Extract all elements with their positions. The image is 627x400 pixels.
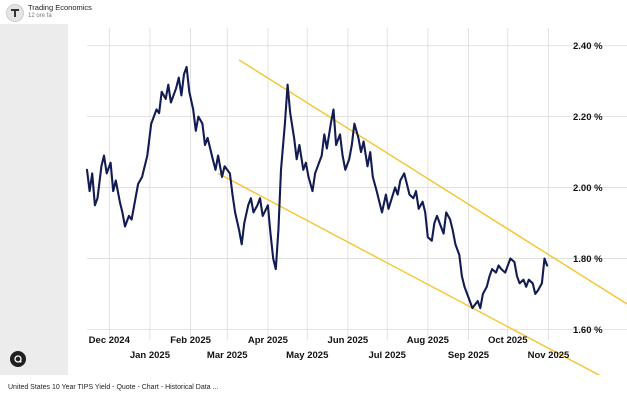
- yield-line-chart: 2.40 % 2.20 % 2.00 % 1.80 % 1.60 % Dec 2024 F…: [85, 28, 627, 375]
- x-tick-label: Feb 2025: [170, 335, 211, 346]
- x-tick-label: Dec 2024: [89, 335, 131, 346]
- y-tick-label: 1.80 %: [573, 254, 603, 265]
- trend-channel-layer: [217, 59, 627, 375]
- post-header: Trading Economics 12 ore fa: [0, 0, 627, 24]
- image-caption[interactable]: United States 10 Year TIPS Yield - Quote…: [8, 384, 219, 391]
- lens-glyph: [14, 355, 22, 363]
- x-tick-label: Aug 2025: [407, 335, 450, 346]
- x-tick-label: Jul 2025: [368, 350, 406, 361]
- y-axis-labels: 2.40 % 2.20 % 2.00 % 1.80 % 1.60 %: [573, 41, 603, 336]
- x-tick-label: Nov 2025: [528, 350, 570, 361]
- series-layer: [85, 65, 549, 310]
- x-tick-label: May 2025: [286, 350, 329, 361]
- yield-series-line: [85, 65, 549, 310]
- y-tick-label: 1.60 %: [573, 325, 603, 336]
- grid-layer: [87, 28, 627, 340]
- trend-channel-upper: [238, 59, 627, 305]
- left-margin-panel: [0, 24, 68, 375]
- post-time: 12 ore fa: [28, 13, 52, 19]
- x-tick-label: Apr 2025: [248, 335, 289, 346]
- x-tick-label: Mar 2025: [207, 350, 248, 361]
- x-tick-label: Jun 2025: [328, 335, 369, 346]
- y-tick-label: 2.00 %: [573, 183, 603, 194]
- x-tick-label: Sep 2025: [448, 350, 490, 361]
- source-name[interactable]: Trading Economics: [28, 3, 92, 12]
- x-axis-labels: Dec 2024 Feb 2025 Apr 2025 Jun 2025 Aug 2025…: [89, 335, 570, 361]
- y-tick-label: 2.40 %: [573, 41, 603, 52]
- y-tick-label: 2.20 %: [573, 112, 603, 123]
- trading-economics-logo-icon[interactable]: [6, 4, 24, 22]
- trend-channel-lower: [217, 172, 601, 375]
- google-lens-icon[interactable]: [10, 351, 26, 367]
- x-tick-label: Oct 2025: [488, 335, 528, 346]
- logo-glyph: [11, 9, 19, 17]
- x-tick-label: Jan 2025: [130, 350, 171, 361]
